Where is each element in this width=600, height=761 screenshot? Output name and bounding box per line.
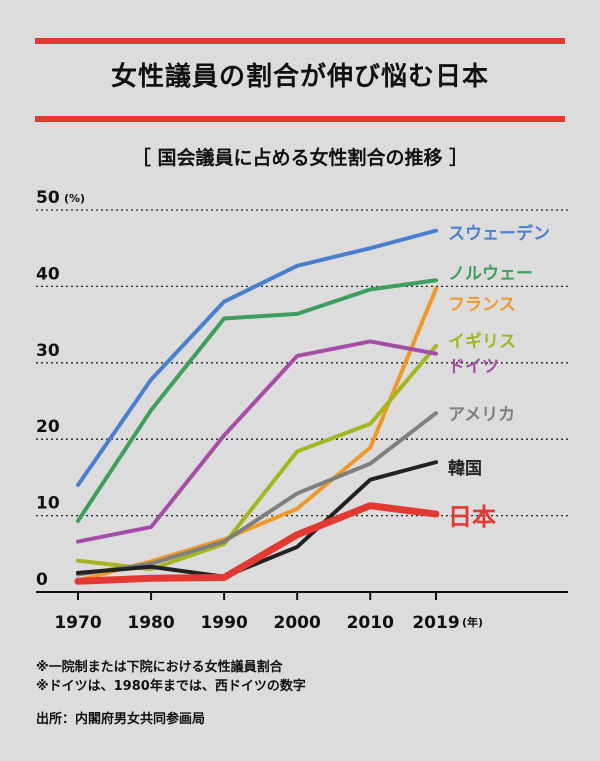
series-label-2: フランス [448,295,516,315]
series-line-4 [76,339,438,544]
series-label-6: 韓国 [448,458,482,479]
footnotes: ※一院制または下院における女性議員割合 ※ドイツは、1980年までは、西ドイツの… [36,658,306,696]
series-label-7: 日本 [448,503,496,531]
y-tick-label-30: 30 [36,341,60,361]
y-tick-label-40: 40 [36,264,60,284]
series-label-5: アメリカ [448,405,515,425]
chart-title: 女性議員の割合が伸び悩む日本 [110,62,489,92]
title-underline [35,116,565,122]
footnote-2: ※ドイツは、1980年までは、西ドイツの数字 [36,679,306,694]
x-tick-label-1980: 1980 [127,613,174,633]
series-label-0: スウェーデン [448,223,550,244]
x-tick-label-1970: 1970 [54,613,101,633]
y-tick-label-0: 0 [36,570,48,590]
y-tick-label-20: 20 [36,417,60,437]
series-label-3: イギリス [448,332,516,352]
y-tick-label-10: 10 [36,494,60,514]
series-label-4: ドイツ [448,357,499,377]
top-rule [35,38,565,44]
series-line-0 [76,228,438,488]
x-tick-label-2010: 2010 [347,613,394,633]
x-unit-label: (年) [462,615,483,629]
series-line-3 [76,343,438,572]
series-line-6 [76,460,438,579]
series-line-7 [74,502,440,585]
x-tick-label-2019: 2019 [412,613,459,633]
footnote-1: ※一院制または下院における女性議員割合 [36,660,283,675]
source-note: 出所：内閣府男女共同参画局 [36,712,206,727]
series-label-1: ノルウェー [448,264,533,284]
y-tick-label-50: 50 [36,188,60,208]
series-line-2 [76,286,438,583]
series-line-1 [76,278,438,523]
x-tick-label-2000: 2000 [274,613,321,633]
y-unit-label: (%) [64,192,85,205]
chart-subtitle: ［ 国会議員に占める女性割合の推移 ］ [131,147,469,169]
x-tick-label-1990: 1990 [200,613,247,633]
series-line-5 [76,411,438,577]
